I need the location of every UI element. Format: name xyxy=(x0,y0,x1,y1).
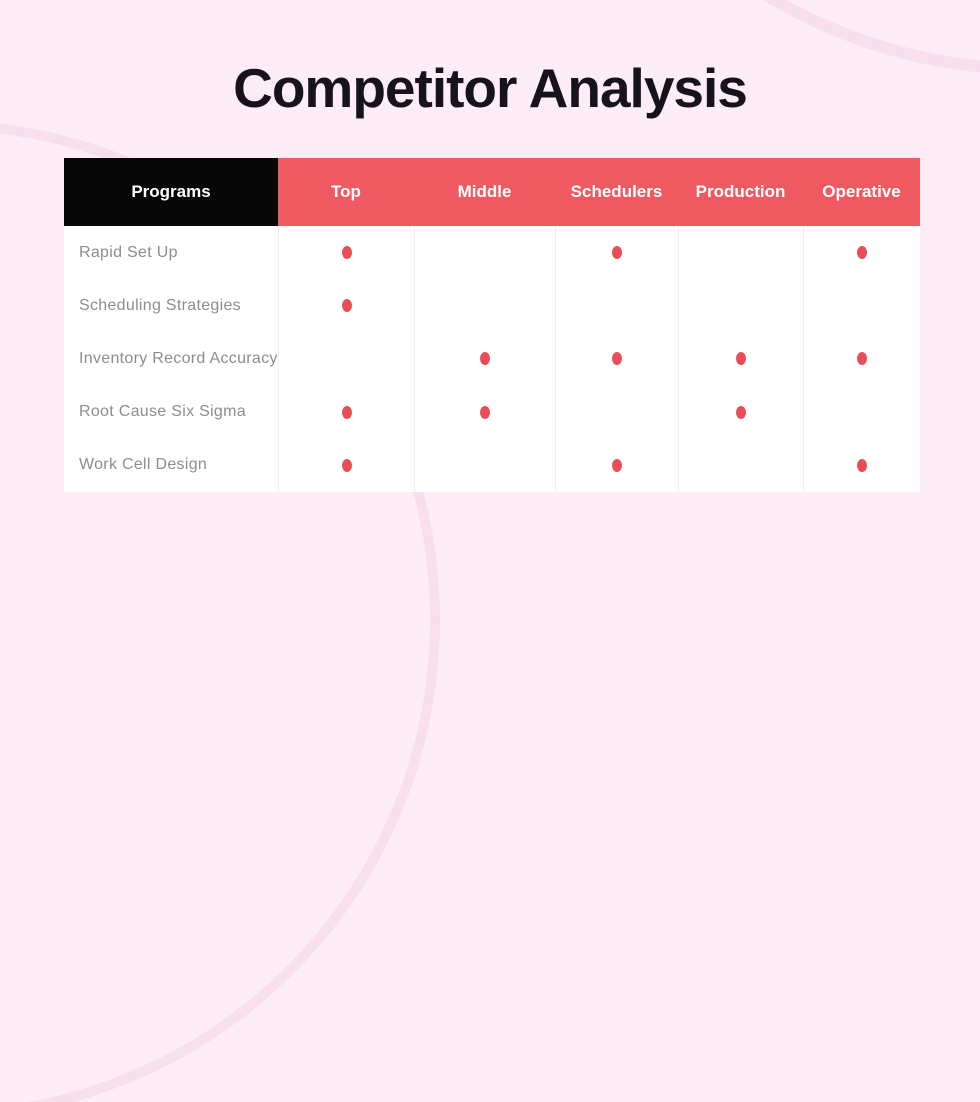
mark-cell-checked xyxy=(414,332,555,386)
header-cell-operative: Operative xyxy=(803,158,920,226)
mark-cell-empty xyxy=(678,279,803,333)
table-row: Scheduling Strategies xyxy=(64,279,920,333)
mark-cell-empty xyxy=(803,385,920,439)
mark-cell-checked xyxy=(414,385,555,439)
mark-dot-icon xyxy=(612,352,622,366)
program-label: Work Cell Design xyxy=(64,438,278,492)
mark-cell-checked xyxy=(803,438,920,492)
mark-cell-checked xyxy=(278,385,414,439)
mark-cell-checked xyxy=(278,226,414,280)
mark-cell-empty xyxy=(278,332,414,386)
mark-dot-icon xyxy=(480,405,490,419)
header-cell-schedulers: Schedulers xyxy=(555,158,678,226)
mark-cell-empty xyxy=(414,226,555,280)
mark-cell-empty xyxy=(803,279,920,333)
program-label: Scheduling Strategies xyxy=(64,279,278,333)
mark-dot-icon xyxy=(480,352,490,366)
table-body: Rapid Set Up Scheduling Strategies Invento… xyxy=(64,226,920,492)
mark-cell-empty xyxy=(678,438,803,492)
program-label: Inventory Record Accuracy xyxy=(64,332,278,386)
mark-cell-checked xyxy=(555,438,678,492)
header-cell-middle: Middle xyxy=(414,158,555,226)
header-cell-production: Production xyxy=(678,158,803,226)
mark-cell-empty xyxy=(555,279,678,333)
mark-cell-checked xyxy=(278,279,414,333)
table-row: Rapid Set Up xyxy=(64,226,920,280)
mark-cell-checked xyxy=(278,438,414,492)
mark-cell-checked xyxy=(803,226,920,280)
mark-dot-icon xyxy=(857,246,867,260)
mark-dot-icon xyxy=(736,405,746,419)
mark-dot-icon xyxy=(736,352,746,366)
table-row: Root Cause Six Sigma xyxy=(64,385,920,439)
competitor-analysis-table: Programs Top Middle Schedulers Production Op… xyxy=(64,158,920,492)
table-row: Inventory Record Accuracy xyxy=(64,332,920,386)
mark-dot-icon xyxy=(612,246,622,260)
mark-dot-icon xyxy=(341,405,352,419)
mark-cell-checked xyxy=(803,332,920,386)
mark-dot-icon xyxy=(612,458,622,472)
mark-dot-icon xyxy=(857,352,867,366)
mark-dot-icon xyxy=(341,299,352,313)
program-label: Rapid Set Up xyxy=(64,226,278,280)
program-label: Root Cause Six Sigma xyxy=(64,385,278,439)
mark-cell-empty xyxy=(678,226,803,280)
mark-dot-icon xyxy=(857,458,867,472)
page-title: Competitor Analysis xyxy=(233,57,748,119)
header-cell-top: Top xyxy=(278,158,414,226)
mark-cell-checked xyxy=(678,385,803,439)
mark-cell-checked xyxy=(555,226,678,280)
header-cell-programs: Programs xyxy=(64,158,278,226)
mark-dot-icon xyxy=(341,246,352,260)
mark-cell-checked xyxy=(555,332,678,386)
table-row: Work Cell Design xyxy=(64,438,920,492)
mark-cell-checked xyxy=(678,332,803,386)
mark-cell-empty xyxy=(414,438,555,492)
mark-dot-icon xyxy=(341,458,352,472)
mark-cell-empty xyxy=(414,279,555,333)
mark-cell-empty xyxy=(555,385,678,439)
table-header-row: Programs Top Middle Schedulers Production Op… xyxy=(64,158,920,226)
